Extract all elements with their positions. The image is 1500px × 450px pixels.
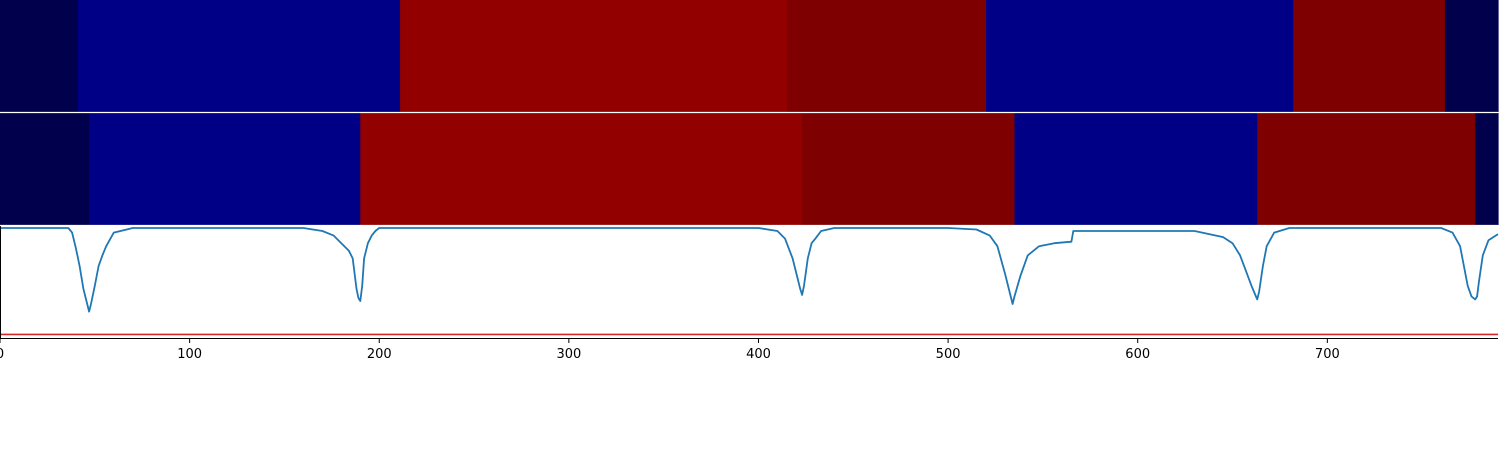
heatmap-segment <box>986 0 1294 112</box>
x-tick-label: 700 <box>1315 347 1340 362</box>
heatmap-segment <box>89 113 361 225</box>
x-tick-label: 300 <box>556 347 581 362</box>
x-tick-label: 500 <box>936 347 961 362</box>
heatmap-segment <box>1257 113 1476 225</box>
heatmap-segment <box>1293 0 1446 112</box>
heatmap-segment <box>1444 0 1499 112</box>
series-line <box>0 227 1499 313</box>
x-tick-label: 400 <box>746 347 771 362</box>
heatmap-segment <box>0 113 90 225</box>
heatmap-segment <box>1475 113 1499 225</box>
x-tick-label: 600 <box>1125 347 1150 362</box>
heatmap-rows <box>0 0 1499 225</box>
heatmap-segment <box>0 0 79 112</box>
heatmap-segment <box>802 113 1016 225</box>
x-axis: 0 100 200 300 400 500 600 700 <box>0 338 1498 362</box>
heatmap-segment <box>360 113 803 225</box>
heatmap-segment <box>1014 113 1258 225</box>
x-tick-label: 0 <box>0 347 4 362</box>
heatmap-segment <box>786 0 987 112</box>
x-tick-label: 100 <box>177 347 202 362</box>
heatmap-row <box>0 0 1499 112</box>
line-panel <box>0 227 1499 336</box>
heatmap-segment <box>77 0 401 112</box>
heatmap-segment <box>400 0 788 112</box>
x-tick-label: 200 <box>367 347 392 362</box>
heatmap-row <box>0 113 1499 225</box>
